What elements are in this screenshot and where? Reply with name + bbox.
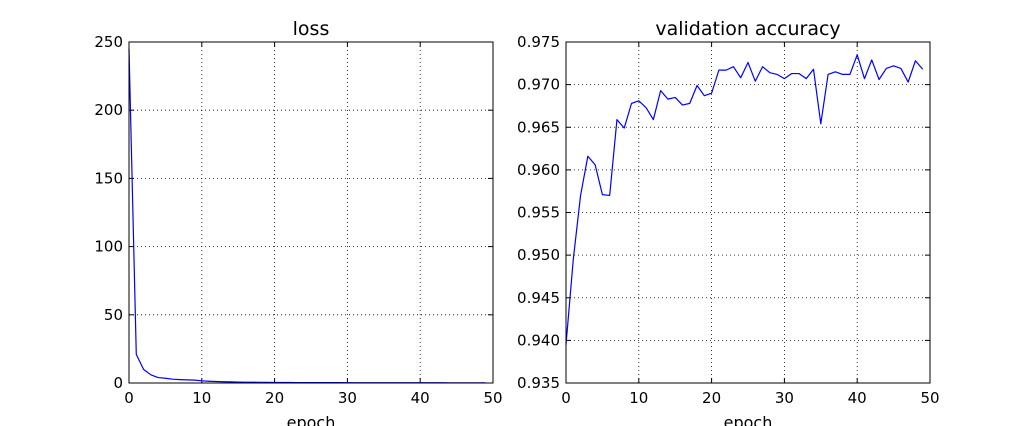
loss-chart: 0 10 20 30 40 50 0 50 100 150 200 250 loss epoch xyxy=(94,18,502,426)
x-tick-label: 40 xyxy=(848,389,867,407)
series-line xyxy=(565,54,924,345)
series-line xyxy=(128,48,486,384)
y-tick-label: 200 xyxy=(94,101,123,119)
x-tick-label: 20 xyxy=(702,389,721,407)
chart-title: validation accuracy xyxy=(655,18,840,40)
x-tick-label: 50 xyxy=(483,389,502,407)
x-tick-label: 30 xyxy=(338,389,357,407)
axes-frame xyxy=(565,41,931,384)
axes-frame xyxy=(128,41,494,384)
y-tick-label: 0.940 xyxy=(517,331,560,349)
y-tick-label: 0 xyxy=(113,374,123,392)
y-tick-label: 150 xyxy=(94,169,123,187)
y-tick-label: 250 xyxy=(94,33,123,51)
x-tick-label: 0 xyxy=(124,389,134,407)
x-tick-label: 30 xyxy=(775,389,794,407)
y-tick-label: 100 xyxy=(94,238,123,256)
x-tick-label: 20 xyxy=(265,389,284,407)
y-tick-label: 0.970 xyxy=(517,76,560,94)
y-tick-label: 0.955 xyxy=(517,204,560,222)
chart-title: loss xyxy=(293,18,330,40)
x-axis-label: epoch xyxy=(287,413,336,426)
y-tick-label: 0.950 xyxy=(517,246,560,264)
x-tick-label: 10 xyxy=(629,389,648,407)
x-axis-label: epoch xyxy=(724,413,773,426)
y-tick-label: 0.935 xyxy=(517,374,560,392)
validation-accuracy-chart: 0 10 20 30 40 50 0.935 0.940 0.945 0.950 0.955 0.96… xyxy=(517,18,940,426)
x-tick-label: 40 xyxy=(411,389,430,407)
x-tick-label: 50 xyxy=(920,389,939,407)
y-tick-label: 0.945 xyxy=(517,289,560,307)
y-tick-label: 0.975 xyxy=(517,33,560,51)
y-tick-label: 0.965 xyxy=(517,118,560,136)
y-tick-label: 0.960 xyxy=(517,161,560,179)
x-tick-label: 0 xyxy=(561,389,571,407)
y-tick-label: 50 xyxy=(104,306,123,324)
x-tick-label: 10 xyxy=(192,389,211,407)
